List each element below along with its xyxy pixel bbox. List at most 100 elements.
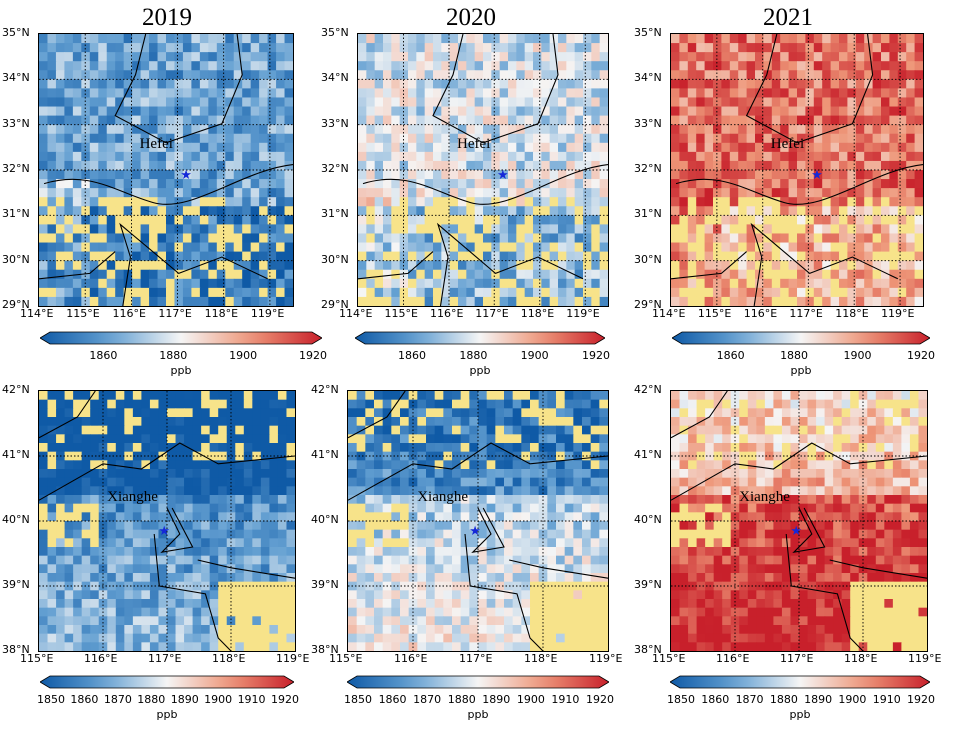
data-cell (218, 408, 228, 418)
data-cell (225, 224, 235, 235)
data-cell (822, 188, 832, 198)
data-cell (416, 88, 426, 99)
data-cell (286, 495, 295, 505)
data-cell (424, 124, 434, 135)
longitude-tick-label: 114°E (20, 307, 54, 320)
data-cell (788, 188, 798, 198)
data-cell (383, 97, 392, 108)
data-cell (909, 408, 920, 418)
data-cell (591, 251, 601, 262)
data-cell (914, 79, 923, 89)
data-cell (277, 547, 288, 557)
data-cell (209, 607, 219, 617)
data-cell (408, 224, 417, 235)
data-cell (149, 573, 160, 583)
data-cell (679, 124, 689, 135)
data-cell (469, 469, 479, 479)
data-cell (39, 206, 49, 216)
data-cell (892, 469, 902, 479)
data-cell (72, 88, 82, 99)
data-cell (175, 625, 185, 635)
data-cell (358, 43, 367, 53)
data-cell (824, 460, 834, 470)
data-cell (512, 616, 522, 626)
data-cell (73, 573, 83, 583)
data-cell (449, 188, 459, 198)
data-cell (729, 188, 739, 198)
data-cell (516, 278, 526, 289)
data-cell (64, 79, 74, 89)
data-cell (259, 61, 269, 71)
data-cell (541, 278, 551, 289)
data-cell (756, 451, 766, 461)
data-cell (199, 170, 209, 180)
data-cell (679, 179, 689, 189)
data-cell (47, 529, 57, 539)
data-cell (797, 124, 806, 135)
data-cell (452, 512, 462, 522)
data-cell (149, 133, 159, 144)
data-cell (226, 469, 236, 479)
data-cell (72, 43, 82, 53)
data-cell (495, 521, 505, 531)
data-cell (583, 215, 592, 225)
data-cell (747, 443, 757, 453)
data-cell (558, 52, 567, 62)
data-cell (124, 599, 134, 609)
data-cell (233, 197, 243, 207)
data-cell (348, 391, 358, 401)
data-cell (738, 106, 748, 117)
data-cell (771, 124, 781, 135)
data-cell (755, 106, 764, 117)
data-cell (366, 34, 376, 44)
data-cell (780, 52, 790, 62)
data-cell (408, 79, 417, 89)
data-cell (441, 133, 451, 144)
data-cell (841, 460, 851, 470)
data-cell (348, 399, 358, 409)
data-cell (671, 251, 680, 262)
data-cell (416, 269, 426, 280)
data-cell (872, 142, 882, 153)
data-cell (106, 124, 116, 135)
data-cell (541, 224, 551, 235)
data-cell (132, 529, 142, 539)
data-cell (400, 391, 410, 401)
data-cell (269, 469, 279, 479)
data-cell (469, 521, 479, 531)
data-cell (499, 242, 509, 253)
data-cell (182, 115, 192, 126)
data-cell (538, 399, 548, 409)
data-cell (591, 242, 601, 253)
data-cell (140, 133, 150, 144)
data-cell (909, 451, 920, 461)
data-cell (218, 547, 228, 557)
data-cell (704, 151, 714, 162)
data-cell (679, 197, 689, 207)
data-cell (47, 625, 57, 635)
data-cell (813, 79, 823, 89)
data-cell (81, 486, 91, 496)
data-cell (889, 79, 899, 89)
data-cell (730, 399, 740, 409)
data-cell (149, 512, 160, 522)
data-cell (382, 521, 392, 531)
data-cell (830, 151, 840, 162)
data-cell (81, 529, 91, 539)
data-cell (157, 233, 167, 244)
data-cell (521, 529, 531, 539)
data-cell (55, 296, 65, 306)
data-cell (374, 106, 384, 117)
data-cell (541, 170, 551, 180)
data-cell (696, 106, 706, 117)
data-cell (184, 581, 194, 591)
data-cell (867, 443, 877, 453)
data-cell (547, 477, 557, 487)
data-cell (566, 70, 576, 80)
latitude-tick-label: 39°N (311, 578, 339, 591)
data-cell (434, 443, 444, 453)
data-cell (914, 260, 923, 271)
data-cell (833, 469, 843, 479)
data-cell (348, 538, 358, 548)
data-cell (47, 469, 57, 479)
